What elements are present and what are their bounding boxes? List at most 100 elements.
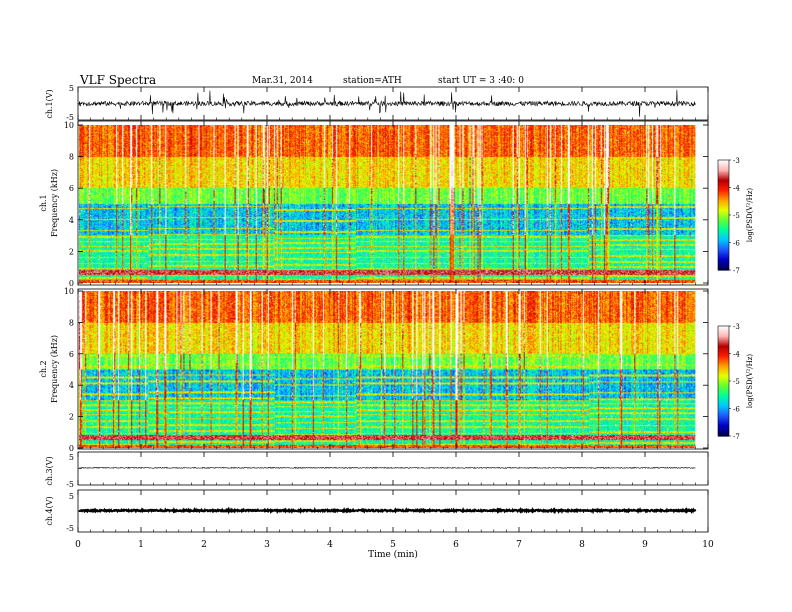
- colorbar-cell: [718, 215, 729, 217]
- colorbar-cell: [718, 408, 729, 411]
- colorbar-cell: [718, 184, 729, 187]
- frequency-tick-label: 8: [69, 153, 74, 162]
- colorbar-cell: [718, 192, 729, 194]
- colorbar-cell: [718, 392, 729, 395]
- colorbar-cell: [718, 421, 729, 423]
- colorbar-cell: [718, 385, 729, 388]
- colorbar-cell: [718, 224, 729, 226]
- ch1-ytick-bottom: -5: [66, 113, 74, 122]
- colorbar-tick-label: -5: [733, 378, 740, 386]
- x-tick-label: 2: [201, 540, 207, 550]
- ch4-waveform-trace: [78, 506, 697, 515]
- colorbar-cell: [718, 395, 729, 398]
- colorbar-cell: [718, 219, 729, 222]
- colorbar-cell: [718, 402, 729, 404]
- colorbar-cell: [718, 416, 729, 419]
- colorbar-cell: [718, 433, 729, 435]
- colorbar-cell: [718, 232, 729, 234]
- colorbar-cell: [718, 182, 729, 184]
- colorbar-cell: [718, 367, 729, 369]
- colorbar-cell: [718, 397, 729, 400]
- time-axis-label: Time (min): [368, 549, 418, 560]
- time-axis-ticks: [77, 87, 709, 532]
- colorbar-cell: [718, 245, 729, 247]
- ch1-spec-channel-label: ch.1: [39, 194, 48, 211]
- colorbar-cell: [718, 431, 729, 433]
- colorbar-cell: [718, 254, 729, 256]
- date-label: Mar.31, 2014: [252, 76, 313, 86]
- colorbar-cell: [718, 403, 729, 405]
- colorbar-cell: [718, 248, 729, 251]
- colorbar-cell: [718, 339, 729, 342]
- x-tick-label: 4: [327, 540, 333, 550]
- colorbar-cell: [718, 426, 729, 429]
- colorbar-cell: [718, 181, 729, 183]
- colorbar-cell: [718, 347, 729, 349]
- colorbar-cell: [718, 238, 729, 241]
- ch1-frequency-label: Frequency (kHz): [50, 169, 59, 237]
- colorbar-cell: [718, 388, 729, 390]
- x-tick-label: 6: [453, 540, 459, 550]
- colorbar-cell: [718, 346, 729, 348]
- colorbar-cell: [718, 241, 729, 244]
- colorbar-cell: [718, 169, 729, 171]
- colorbar-cell: [718, 336, 729, 338]
- colorbar-cell: [718, 237, 729, 239]
- colorbar-cell: [718, 341, 729, 344]
- colorbar-cell: [718, 165, 729, 168]
- colorbar-cell: [718, 387, 729, 389]
- frequency-tick-label: 4: [69, 381, 74, 390]
- colorbar-cell: [718, 343, 729, 345]
- colorbar-cell: [718, 363, 729, 366]
- colorbar-cell: [718, 188, 729, 190]
- colorbar-cell: [718, 211, 729, 213]
- colorbar-tick-label: -7: [733, 433, 740, 441]
- colorbar-cell: [718, 382, 729, 385]
- colorbar-cell: [718, 328, 729, 331]
- colorbar-cell: [718, 160, 729, 162]
- colorbar-cell: [718, 249, 729, 252]
- ch1-spectrogram-panel: 0 2 4 6 8 10 ch.1 Frequency (kHz): [39, 120, 709, 288]
- colorbar-cell: [718, 189, 729, 191]
- colorbar-cell: [718, 205, 729, 208]
- ch3-ylabel: ch.3(V): [45, 456, 54, 485]
- colorbar-cell: [718, 419, 729, 422]
- colorbar-cell: [718, 195, 729, 198]
- colorbar-cell: [718, 268, 729, 270]
- ch2-spec-channel-label: ch.2: [39, 360, 48, 377]
- colorbar-cell: [718, 213, 729, 215]
- colorbar-cell: [718, 178, 729, 180]
- colorbar-cell: [718, 370, 729, 372]
- colorbar-label: log(PSD(V²/Hz): [746, 188, 754, 243]
- colorbar-cell: [718, 418, 729, 421]
- colorbar-cell: [718, 196, 729, 199]
- frequency-tick-label: 6: [69, 184, 74, 193]
- colorbar-cell: [718, 237, 729, 240]
- colorbar-cell: [718, 215, 729, 218]
- ch2-frequency-ticks: 0 2 4 6 8 10: [64, 287, 708, 453]
- colorbar-cell: [718, 260, 729, 263]
- colorbar-cell: [718, 229, 729, 232]
- x-tick-label: 1: [138, 540, 144, 550]
- colorbar-cell: [718, 222, 729, 224]
- colorbar-cell: [718, 179, 729, 181]
- colorbar-cell: [718, 176, 729, 179]
- colorbar-cell: [718, 370, 729, 373]
- colorbar-cell: [718, 177, 729, 179]
- colorbar-cell: [718, 375, 729, 378]
- colorbar-cell: [718, 226, 729, 229]
- colorbar-tick-label: -4: [733, 185, 740, 193]
- colorbar-cell: [718, 193, 729, 195]
- x-tick-label: 5: [390, 540, 396, 550]
- colorbar-tick-label: -6: [733, 240, 740, 248]
- ch4-waveform-panel: 5 -5 ch.4(V): [45, 489, 709, 533]
- colorbar-cell: [718, 345, 729, 347]
- colorbar-cell: [718, 242, 729, 245]
- colorbar-cell: [718, 357, 729, 359]
- ch1-ylabel: ch.1(V): [45, 89, 54, 118]
- colorbar-tick-label: -7: [733, 267, 740, 275]
- colorbar-cell: [718, 365, 729, 367]
- colorbar-cell: [718, 180, 729, 182]
- colorbar-cell: [718, 412, 729, 414]
- colorbar-cell: [718, 432, 729, 434]
